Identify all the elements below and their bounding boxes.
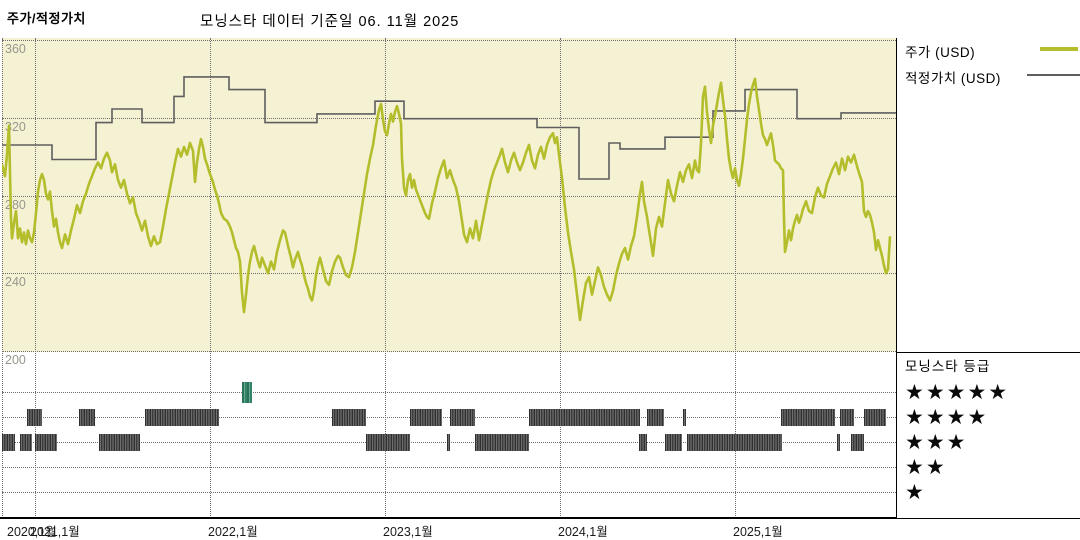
x-tick-label: 2021,1월 <box>30 525 80 539</box>
fair-value-line-swatch <box>1027 74 1080 76</box>
gridline-vertical <box>560 38 561 518</box>
plot-right-border <box>896 38 897 518</box>
rating-row-4-stars: ★★★★ <box>905 405 989 429</box>
rating-bar-segment <box>475 433 529 451</box>
fair-value-line <box>2 76 896 180</box>
y-tick-label: 360 <box>5 42 26 56</box>
rating-gridline <box>2 492 896 493</box>
gridline-vertical <box>35 38 36 518</box>
x-axis-line <box>0 517 1080 519</box>
rating-bar-segment <box>447 433 450 451</box>
gridline-horizontal <box>2 273 896 275</box>
rating-bar-segment <box>781 408 835 426</box>
legend-fair-value-label: 적정가치 (USD) <box>905 71 1001 86</box>
rating-bar-segment <box>529 408 640 426</box>
series-layer <box>2 76 896 322</box>
chart-title: 모닝스타 데이터 기준일 06. 11월 2025 <box>200 14 460 30</box>
rating-bar-segment <box>332 408 366 426</box>
gridline-horizontal <box>2 351 896 352</box>
price-line-swatch <box>1040 47 1078 51</box>
rating-bar-segment <box>683 408 686 426</box>
rating-bar-segment <box>647 408 664 426</box>
gridline-horizontal <box>2 195 896 197</box>
rating-bar-segment <box>410 408 442 426</box>
rating-bar-segment <box>27 408 42 426</box>
plot-left-border <box>2 38 3 518</box>
rating-bar-segment <box>366 433 410 451</box>
gridline-vertical <box>735 38 736 518</box>
x-tick-label: 2025,1월 <box>733 525 783 539</box>
legend-separator <box>897 352 1080 353</box>
rating-bar-segment <box>639 433 647 451</box>
price-line <box>2 77 892 322</box>
rating-row-5-stars: ★★★★★ <box>905 380 1010 404</box>
y-tick-label: 240 <box>5 275 26 290</box>
rating-row-2-stars: ★★ <box>905 455 947 479</box>
rating-bar-segment <box>450 408 475 426</box>
rating-bar-segment <box>35 433 57 451</box>
rating-bar-segment <box>20 433 32 451</box>
y-tick-label: 200 <box>5 353 26 367</box>
rating-gridline <box>2 417 896 418</box>
rating-bar-segment <box>864 408 886 426</box>
rating-gridline <box>2 392 896 393</box>
legend-panel: 주가 (USD) 적정가치 (USD) 모닝스타 등급 ★★★★★ ★★★★ ★… <box>897 38 1080 518</box>
x-tick-label: 2023,1월 <box>383 525 433 539</box>
rating-bar-segment <box>837 433 840 451</box>
gridline-vertical <box>385 38 386 518</box>
x-tick-label: 2024,1월 <box>558 525 608 539</box>
rating-gridline <box>2 467 896 468</box>
legend-price-label: 주가 (USD) <box>905 45 976 60</box>
rating-bar-segment <box>2 433 15 451</box>
gridline-horizontal <box>2 40 896 41</box>
rating-bar-segment <box>665 433 682 451</box>
rating-bar-segment <box>79 408 95 426</box>
rating-bar-segment <box>840 408 854 426</box>
section-label: 주가/적정가치 <box>7 11 86 26</box>
rating-bar-segment <box>145 408 219 426</box>
rating-row-1-star: ★ <box>905 480 926 504</box>
rating-bar-segment <box>851 433 864 451</box>
x-tick-label: 2020,1월 <box>7 525 57 539</box>
rating-bar-segment <box>687 433 782 451</box>
rating-bar-segment <box>99 433 140 451</box>
rating-legend-title: 모닝스타 등급 <box>905 359 991 374</box>
x-tick-label: 2022,1월 <box>208 525 258 539</box>
rating-bar-segment-5star <box>242 381 252 403</box>
gridline-vertical <box>210 38 211 518</box>
rating-row-3-stars: ★★★ <box>905 430 968 454</box>
